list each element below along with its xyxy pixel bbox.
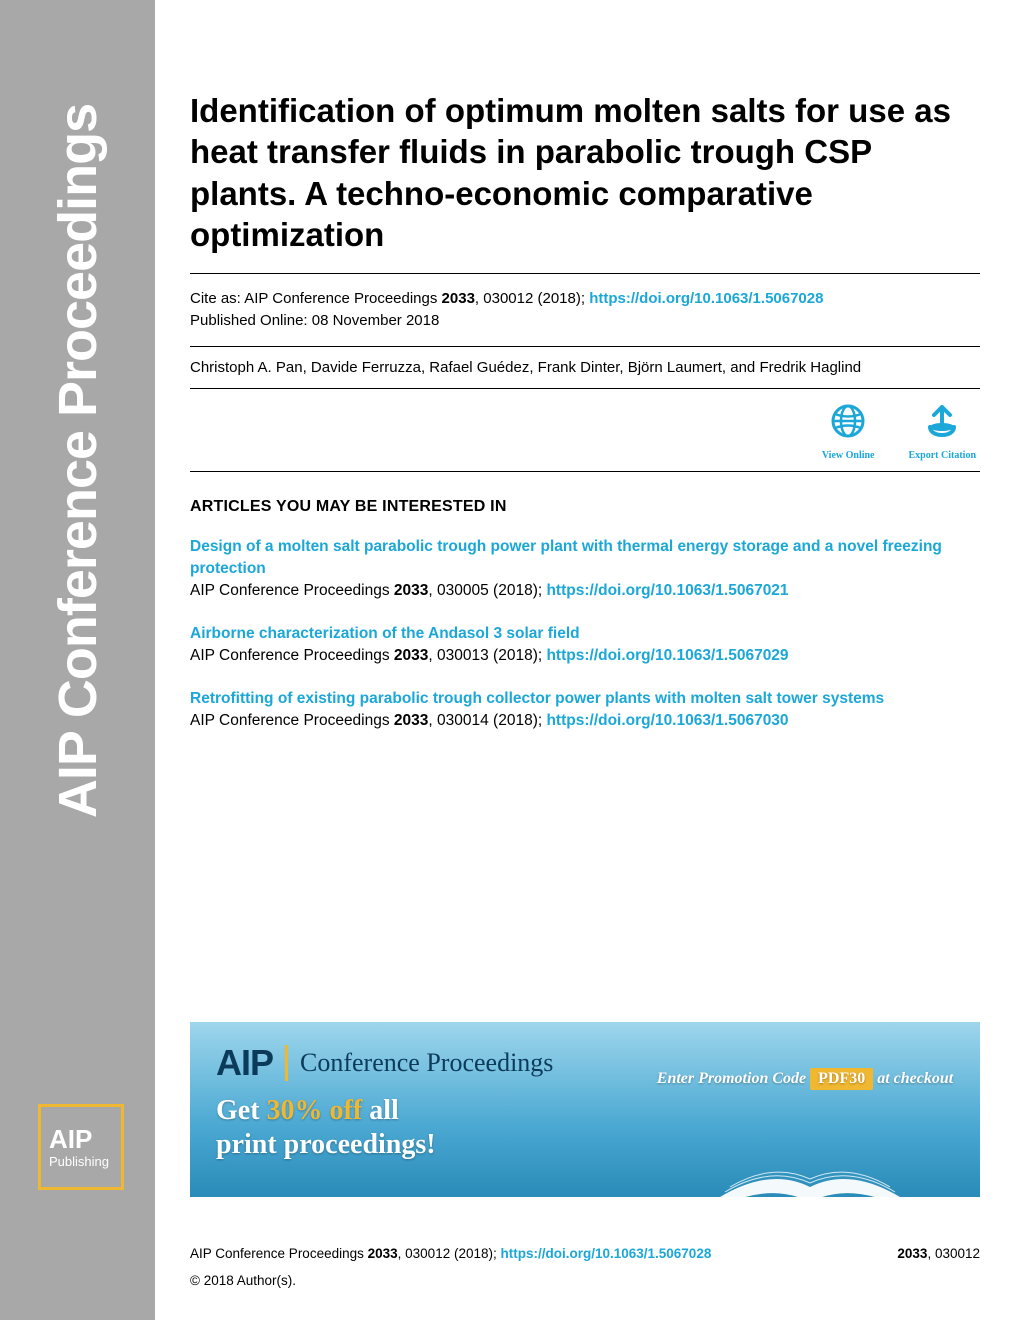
banner-logo-aip: AIP [216,1042,273,1084]
globe-icon [830,403,866,444]
banner-headline: Get 30% off all print proceedings! [216,1094,630,1161]
doi-link[interactable]: https://doi.org/10.1063/1.5067028 [589,290,823,307]
action-row: View Online Export Citation [190,389,980,471]
related-cite-suffix: , 030013 (2018); [428,647,546,664]
promo-b: at checkout [873,1070,953,1087]
related-cite-suffix: , 030014 (2018); [428,712,546,729]
promo-line: Enter Promotion Code PDF30 at checkout [630,1068,980,1090]
footer-right-suffix: , 030012 [927,1246,980,1261]
banner-left: AIP Conference Proceedings Get 30% off a… [190,1022,630,1197]
view-online-button[interactable]: View Online [822,403,875,461]
publisher-logo-publishing: Publishing [49,1154,121,1169]
cite-volume: 2033 [442,290,475,307]
related-article-2: Retrofitting of existing parabolic troug… [190,688,980,733]
export-citation-label: Export Citation [909,450,977,461]
banner-logo-divider [285,1045,288,1081]
related-title-link[interactable]: Design of a molten salt parabolic trough… [190,538,942,577]
related-cite-vol: 2033 [394,582,428,599]
footer-row1: AIP Conference Proceedings 2033, 030012 … [190,1240,980,1267]
publisher-logo: AIP Publishing [38,1104,124,1190]
banner-logo-cp: Conference Proceedings [300,1048,553,1078]
export-citation-button[interactable]: Export Citation [909,403,977,461]
cite-suffix: , 030012 (2018); [475,290,589,307]
published-date: Published Online: 08 November 2018 [190,312,439,329]
related-cite-prefix: AIP Conference Proceedings [190,647,394,664]
authors: Christoph A. Pan, Davide Ferruzza, Rafae… [190,359,980,376]
related-cite-prefix: AIP Conference Proceedings [190,712,394,729]
footer-copyright: © 2018 Author(s). [190,1267,980,1294]
banner-logo: AIP Conference Proceedings [216,1042,630,1084]
footer: AIP Conference Proceedings 2033, 030012 … [190,1240,980,1294]
main-content: Identification of optimum molten salts f… [190,90,980,753]
footer-cite-vol: 2033 [368,1246,398,1261]
related-cite-vol: 2033 [394,647,428,664]
related-doi-link[interactable]: https://doi.org/10.1063/1.5067021 [546,582,788,599]
citation-block: Cite as: AIP Conference Proceedings 2033… [190,288,980,332]
cite-prefix: Cite as: AIP Conference Proceedings [190,290,442,307]
footer-cite-suffix: , 030012 (2018); [398,1246,501,1261]
banner-line2: print proceedings! [216,1129,436,1160]
related-doi-link[interactable]: https://doi.org/10.1063/1.5067029 [546,647,788,664]
banner-percent: 30% off [267,1095,363,1126]
promo-a: Enter Promotion Code [657,1070,810,1087]
footer-cite-prefix: AIP Conference Proceedings [190,1246,368,1261]
footer-cite: AIP Conference Proceedings 2033, 030012 … [190,1240,711,1267]
export-icon [924,403,960,444]
article-title: Identification of optimum molten salts f… [190,90,980,255]
related-title-link[interactable]: Airborne characterization of the Andasol… [190,625,580,642]
sidebar: AIP Conference Proceedings AIP Publishin… [0,0,155,1320]
book-icon [710,1107,910,1197]
related-cite-vol: 2033 [394,712,428,729]
related-cite-prefix: AIP Conference Proceedings [190,582,394,599]
related-heading: ARTICLES YOU MAY BE INTERESTED IN [190,498,980,516]
related-article-1: Airborne characterization of the Andasol… [190,623,980,668]
sidebar-vertical-label: AIP Conference Proceedings [47,104,109,818]
related-title-link[interactable]: Retrofitting of existing parabolic troug… [190,690,884,707]
promo-banner[interactable]: AIP Conference Proceedings Get 30% off a… [190,1022,980,1197]
banner-line1-b: all [362,1095,399,1126]
related-cite-suffix: , 030005 (2018); [428,582,546,599]
publisher-logo-aip: AIP [49,1126,121,1152]
footer-doi-link[interactable]: https://doi.org/10.1063/1.5067028 [500,1246,711,1261]
footer-right-vol: 2033 [897,1246,927,1261]
related-article-0: Design of a molten salt parabolic trough… [190,536,980,603]
related-doi-link[interactable]: https://doi.org/10.1063/1.5067030 [546,712,788,729]
banner-line1-a: Get [216,1095,267,1126]
banner-right: Enter Promotion Code PDF30 at checkout [630,1022,980,1197]
promo-code: PDF30 [810,1068,873,1090]
view-online-label: View Online [822,450,875,461]
footer-right: 2033, 030012 [897,1240,980,1267]
